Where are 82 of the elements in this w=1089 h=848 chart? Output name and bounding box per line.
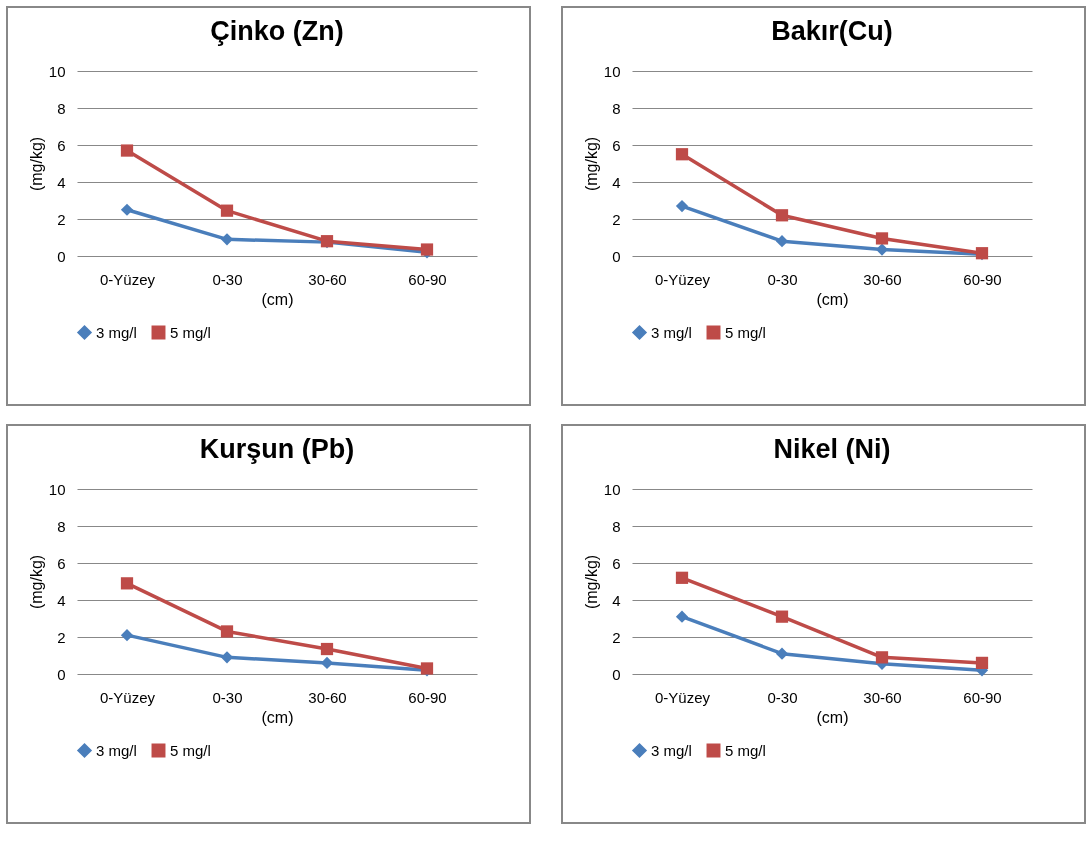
y-axis-title: (mg/kg) [582,136,600,192]
x-tick-label: 0-Yüzey [654,688,711,706]
x-tick-label: 0-Yüzey [99,270,156,288]
y-tick-label: 0 [612,247,621,265]
y-tick-label: 10 [48,480,66,498]
y-tick-label: 6 [612,136,621,154]
legend-label: 5 mg/l [725,323,766,341]
point [120,577,134,590]
x-tick-label: 0-30 [767,688,798,706]
point [675,610,689,623]
x-tick-label: 0-30 [212,688,243,706]
legend-label: 3 mg/l [651,741,692,759]
x-tick-label: 60-90 [963,688,1002,706]
point [220,233,234,246]
y-tick-label: 4 [57,173,66,191]
point [775,647,789,660]
point [675,571,689,584]
point [875,243,889,256]
y-axis-title: (mg/kg) [582,554,600,610]
point [975,656,989,670]
y-tick-label: 0 [57,247,66,265]
point [320,656,334,670]
x-tick-label: 0-Yüzey [99,688,156,706]
x-tick-label: 60-90 [408,688,447,706]
x-axis-title: (cm) [261,708,294,726]
x-axis-title: (cm) [816,290,849,308]
y-tick-label: 8 [57,517,66,535]
point [775,610,789,623]
chart-title: Nikel (Ni) [773,434,891,464]
point [220,651,234,664]
legend-label: 3 mg/l [651,323,692,341]
legend-label: 3 mg/l [96,323,137,341]
point [775,209,789,222]
y-tick-label: 2 [57,628,66,646]
y-tick-label: 4 [612,591,621,609]
point [120,629,134,642]
x-axis-title: (cm) [816,708,849,726]
chart-title: Çinko (Zn) [210,16,344,46]
y-tick-label: 6 [612,554,621,572]
x-tick-label: 0-30 [767,270,798,288]
point [220,625,234,638]
point [675,199,689,213]
y-axis-title: (mg/kg) [27,554,45,610]
chart-title: Bakır(Cu) [771,16,893,46]
point [875,232,889,245]
y-tick-label: 6 [57,554,66,572]
y-tick-label: 8 [612,517,621,535]
point [320,642,334,656]
y-tick-label: 4 [612,173,621,191]
x-tick-label: 30-60 [863,270,902,288]
point [120,144,134,157]
x-axis-title: (cm) [261,290,294,308]
legend-label: 5 mg/l [170,323,211,341]
y-tick-label: 2 [612,210,621,228]
y-tick-label: 6 [57,136,66,154]
y-tick-label: 10 [48,62,66,80]
x-tick-label: 0-30 [212,270,243,288]
y-tick-label: 8 [612,99,621,117]
point [875,651,889,664]
y-tick-label: 2 [57,210,66,228]
legend-label: 5 mg/l [170,741,211,759]
x-tick-label: 30-60 [863,688,902,706]
point [120,203,134,216]
point [220,204,234,217]
x-tick-label: 60-90 [963,270,1002,288]
y-tick-label: 10 [603,62,621,80]
y-tick-label: 10 [603,480,621,498]
x-tick-label: 30-60 [308,688,347,706]
y-tick-label: 8 [57,99,66,117]
legend-label: 5 mg/l [725,741,766,759]
y-tick-label: 4 [57,591,66,609]
point [675,148,689,161]
x-tick-label: 30-60 [308,270,347,288]
point [775,235,789,248]
chart-title: Kurşun (Pb) [199,434,355,464]
y-axis-title: (mg/kg) [27,136,45,192]
x-tick-label: 0-Yüzey [654,270,711,288]
x-tick-label: 60-90 [408,270,447,288]
y-tick-label: 2 [612,628,621,646]
y-tick-label: 0 [612,665,621,683]
legend-label: 3 mg/l [96,741,137,759]
y-tick-label: 0 [57,665,66,683]
